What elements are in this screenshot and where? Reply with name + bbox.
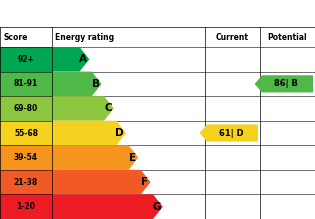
- Text: Potential: Potential: [268, 32, 307, 41]
- Text: G: G: [152, 202, 161, 212]
- Text: Score: Score: [3, 32, 27, 41]
- Bar: [0, 96, 52, 121]
- Polygon shape: [52, 121, 126, 145]
- Polygon shape: [52, 170, 151, 194]
- Polygon shape: [200, 124, 258, 142]
- Text: C: C: [104, 103, 112, 113]
- Text: 61| D: 61| D: [219, 129, 243, 138]
- Polygon shape: [52, 145, 138, 170]
- Text: 39-54: 39-54: [14, 153, 38, 162]
- Text: 69-80: 69-80: [14, 104, 38, 113]
- Bar: [0, 170, 52, 194]
- Polygon shape: [52, 72, 102, 96]
- Bar: [0, 72, 52, 96]
- Bar: [0, 194, 52, 219]
- Bar: [0, 47, 52, 72]
- Text: 92+: 92+: [18, 55, 34, 64]
- Text: A: A: [79, 54, 87, 64]
- Text: Energy Efficiency Rating: Energy Efficiency Rating: [6, 8, 169, 21]
- Text: 21-38: 21-38: [14, 178, 38, 187]
- Text: Energy rating: Energy rating: [55, 32, 114, 41]
- Text: F: F: [141, 177, 149, 187]
- Text: Current: Current: [216, 32, 249, 41]
- Bar: [0, 121, 52, 145]
- Text: 1-20: 1-20: [17, 202, 35, 211]
- Polygon shape: [52, 47, 89, 72]
- Bar: [0, 145, 52, 170]
- Text: D: D: [116, 128, 124, 138]
- Text: B: B: [92, 79, 100, 89]
- Polygon shape: [52, 194, 163, 219]
- Polygon shape: [52, 96, 114, 121]
- Text: E: E: [129, 153, 136, 162]
- Text: 86| B: 86| B: [274, 79, 298, 88]
- Polygon shape: [255, 75, 313, 92]
- Text: 81-91: 81-91: [14, 79, 38, 88]
- Text: 55-68: 55-68: [14, 129, 38, 138]
